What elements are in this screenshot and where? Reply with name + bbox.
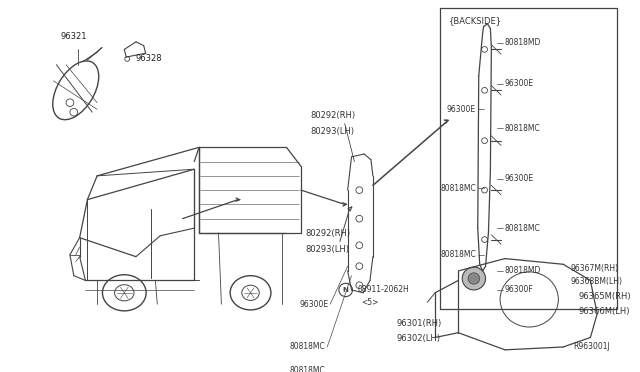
Circle shape (462, 267, 486, 290)
Text: <5>: <5> (361, 298, 379, 307)
Text: 96366M(LH): 96366M(LH) (579, 307, 630, 316)
Text: 96368BM(LH): 96368BM(LH) (570, 277, 622, 286)
Text: 96300E: 96300E (447, 105, 476, 114)
Text: 96328: 96328 (136, 54, 163, 64)
Text: 96300E: 96300E (299, 300, 328, 309)
Text: 96365M(RH): 96365M(RH) (579, 292, 632, 301)
Text: 96300E: 96300E (505, 79, 534, 88)
Text: 80818MD: 80818MD (505, 38, 541, 47)
Text: 80292(RH): 80292(RH) (305, 230, 350, 238)
Text: 80293(LH): 80293(LH) (305, 244, 349, 254)
Text: 80818MC: 80818MC (440, 250, 476, 259)
Text: 80818MC: 80818MC (289, 366, 325, 372)
Text: 80818MD: 80818MD (505, 266, 541, 275)
Text: N: N (343, 287, 349, 293)
Text: 96300F: 96300F (505, 285, 534, 295)
Text: 96321: 96321 (60, 32, 86, 41)
Text: 80818MC: 80818MC (505, 224, 541, 232)
Text: 96367M(RH): 96367M(RH) (570, 264, 618, 273)
Text: 80818MC: 80818MC (289, 343, 325, 352)
Text: 96300E: 96300E (505, 174, 534, 183)
Text: 08911-2062H: 08911-2062H (357, 285, 409, 295)
Text: 96301(RH): 96301(RH) (396, 319, 442, 328)
Text: R963001J: R963001J (573, 343, 610, 352)
Text: 96302(LH): 96302(LH) (396, 334, 440, 343)
Text: 80293(LH): 80293(LH) (311, 127, 355, 136)
Text: {BACKSIDE}: {BACKSIDE} (449, 16, 502, 25)
Text: 80292(RH): 80292(RH) (311, 112, 356, 121)
Text: 80818MC: 80818MC (440, 184, 476, 193)
Circle shape (468, 273, 480, 284)
Text: 80818MC: 80818MC (505, 124, 541, 133)
